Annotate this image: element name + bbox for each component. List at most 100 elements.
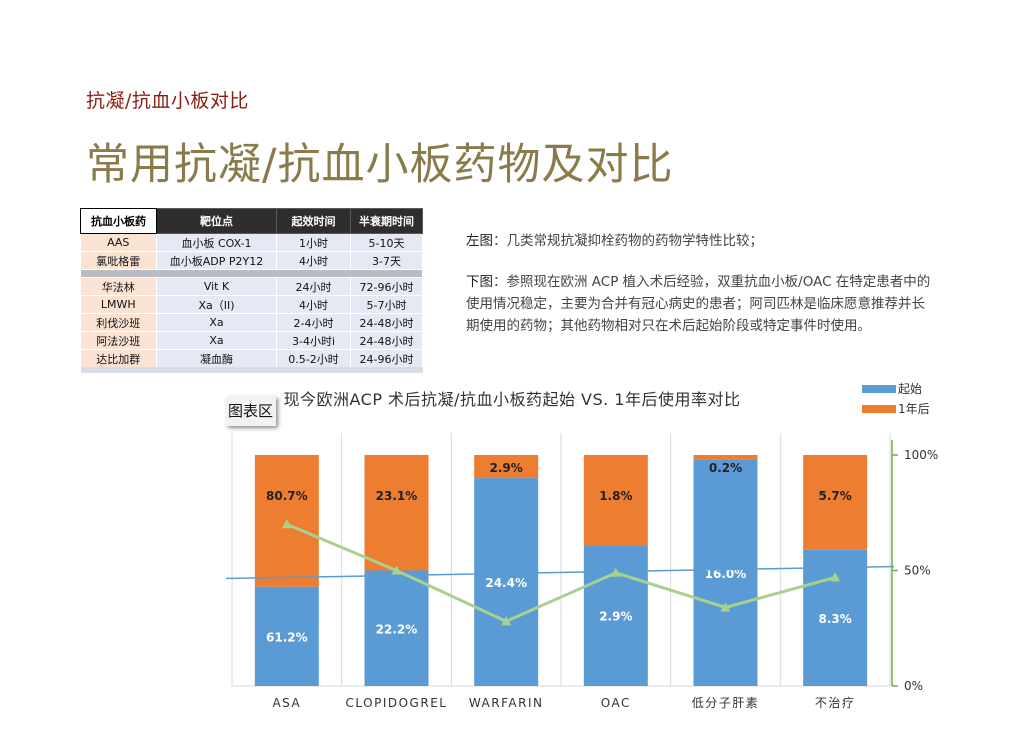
bar-one-year [583,455,648,546]
drug-name-cell: 达比加群 [80,349,157,371]
chart-area-tag: 图表区 [226,396,276,426]
target-cell: 血小板 COX-1 [156,233,277,252]
onset-cell: 1小时 [276,233,351,252]
onset-cell: 0.5-2小时 [276,349,351,371]
bottom-figure-note: 下图：参照现在欧洲 ACP 植入术后经验，双重抗血小板/OAC 在特定患者中的使… [466,271,934,337]
chart-axes: ASA CLOPIDOGREL WARFARIN OAC 低分子肝素 不治疗 0% 50% 10… [272,440,938,710]
reference-line [226,565,895,580]
left-figure-label: 左图 [466,233,493,249]
table-row: 利伐沙班 Xa 2-4小时 24-48小时 [80,313,423,332]
data-label-start: 2.9% [599,610,632,624]
table-row: LMWH Xa（II) 4小时 5-7小时 [80,295,423,314]
bar-start [693,459,758,686]
column-header: 靶位点 [156,208,277,234]
half-life-cell: 24-48小时 [350,313,423,332]
bottom-figure-label: 下图 [466,274,493,290]
y-tick-label: 0% [904,679,923,693]
left-figure-note: 左图：几类常规抗凝抑栓药物的药物学特性比较； [466,230,934,252]
y-tick-label: 50% [904,564,931,578]
legend-label-start: 起始 [898,382,922,396]
description-panel: 左图：几类常规抗凝抑栓药物的药物学特性比较； 下图：参照现在欧洲 ACP 植入术… [466,230,934,356]
legend: 起始 1年后 [862,382,930,416]
bar-one-year [364,455,429,571]
chart-grid [231,433,891,687]
trend-marker [720,602,731,612]
x-tick-label: WARFARIN [469,696,544,710]
onset-cell: 24小时 [276,277,351,296]
table-row: 氯吡格雷 血小板ADP P2Y12 4小时 3-7天 [80,251,423,270]
data-label-start: 61.2% [266,630,308,644]
onset-cell: 4小时 [276,295,351,314]
bar-one-year [474,455,539,479]
chart-title: 现今欧洲ACP 术后抗凝/抗血小板药起始 VS. 1年后使用率对比 [283,390,740,409]
target-cell: Xa [156,313,277,332]
trend-marker [391,565,402,575]
data-label-start: 24.4% [485,576,527,590]
column-header: 抗血小板药 [80,208,157,234]
data-label-one-year: 2.9% [490,461,523,475]
trend-marker [281,519,292,529]
table-header-row: 抗血小板药 靶位点 起效时间 半衰期时间 [80,208,423,234]
data-label-one-year: 0.2% [709,461,742,475]
target-cell: 凝血酶 [156,349,277,371]
table-row: 阿法沙班 Xa 3-4小时i 24-48小时 [80,331,423,350]
bar-start [474,478,539,686]
trend-marker [830,572,841,582]
drug-comparison-table: 抗血小板药 靶位点 起效时间 半衰期时间 AAS 血小板 COX-1 1小时 5… [80,208,423,373]
x-tick-label: ASA [272,696,301,710]
onset-cell: 2-4小时 [276,313,351,332]
half-life-cell: 5-7小时 [350,295,423,314]
onset-cell: 4小时 [276,251,351,270]
usage-comparison-chart: 现今欧洲ACP 术后抗凝/抗血小板药起始 VS. 1年后使用率对比 起始 1年后… [226,382,938,710]
page-title: 常用抗凝/抗血小板药物及对比 [86,140,674,190]
data-label-one-year: 5.7% [819,489,852,503]
half-life-cell: 3-7天 [350,251,423,270]
bar-start [803,549,868,686]
trend-marker [501,616,512,626]
data-label-one-year: 1.8% [599,489,632,503]
bar-one-year [803,455,868,550]
onset-cell: 3-4小时i [276,331,351,350]
legend-swatch-one-year [862,405,896,413]
left-figure-text: ：几类常规抗凝抑栓药物的药物学特性比较； [493,233,763,249]
data-label-one-year: 23.1% [376,489,418,503]
x-tick-label: OAC [601,696,631,710]
section-subtitle: 抗凝/抗血小板对比 [86,90,249,112]
x-tick-label: 不治疗 [815,696,856,710]
drug-name-cell: LMWH [80,295,157,314]
x-tick-label: 低分子肝素 [692,696,760,710]
bar-start [254,586,319,686]
table-row: AAS 血小板 COX-1 1小时 5-10天 [80,233,423,252]
y-tick-label: 100% [904,448,938,462]
drug-name-cell: AAS [80,233,157,252]
data-label-one-year: 80.7% [266,489,308,503]
trend-line [286,522,836,623]
table-separator [80,269,423,278]
drug-name-cell: 阿法沙班 [80,331,157,350]
drug-name-cell: 利伐沙班 [80,313,157,332]
target-cell: Xa（II) [156,295,277,314]
half-life-cell: 24-48小时 [350,331,423,350]
data-label-start: 8.3% [819,612,852,626]
legend-label-one-year: 1年后 [898,402,930,416]
half-life-cell: 5-10天 [350,233,423,252]
trend-marker [610,567,621,577]
table-row: 华法林 Vit K 24小时 72-96小时 [80,277,423,296]
chart-overlay [226,519,895,626]
target-cell: Xa [156,331,277,350]
bar-one-year [693,455,758,460]
target-cell: 血小板ADP P2Y12 [156,251,277,270]
half-life-cell: 72-96小时 [350,277,423,296]
drug-name-cell: 氯吡格雷 [80,251,157,270]
column-header: 起效时间 [276,208,351,234]
table-row: 达比加群 凝血酶 0.5-2小时 24-96小时 [80,349,423,371]
bottom-figure-text: ：参照现在欧洲 ACP 植入术后经验，双重抗血小板/OAC 在特定患者中的使用情… [466,274,931,334]
data-label-start: 22.2% [376,622,418,636]
target-cell: Vit K [156,277,277,296]
x-tick-label: CLOPIDOGREL [346,696,448,710]
legend-swatch-start [862,385,896,393]
bar-start [364,570,429,686]
drug-name-cell: 华法林 [80,277,157,296]
half-life-cell: 24-96小时 [350,349,423,371]
column-header: 半衰期时间 [350,208,423,234]
